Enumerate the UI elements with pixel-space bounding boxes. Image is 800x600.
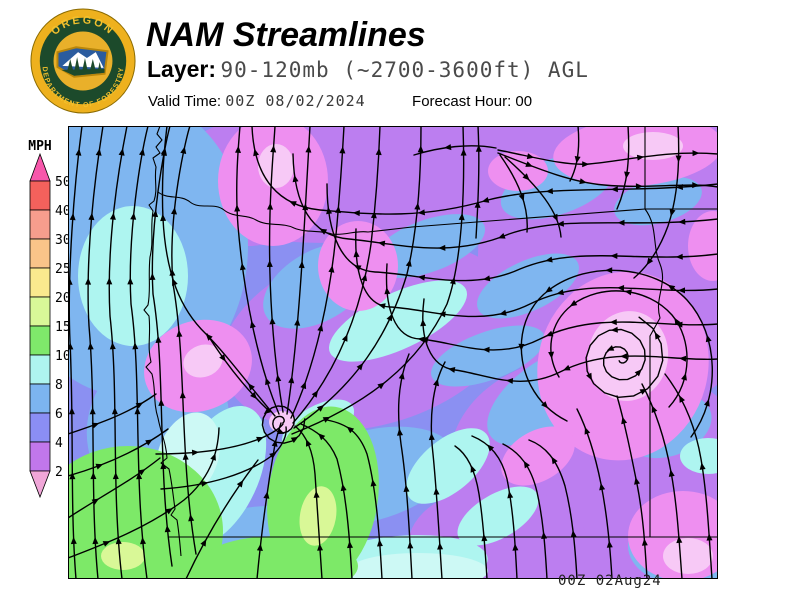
svg-text:20: 20 [55, 291, 71, 306]
legend-color-bar: 50 40 30 25 20 15 10 8 6 4 2 [29, 152, 71, 499]
svg-text:8: 8 [55, 378, 63, 393]
valid-time-label: Valid Time: [148, 93, 222, 110]
streamline-map [68, 126, 718, 579]
layer-row: Layer: 90-120mb (~2700-3600ft) AGL [147, 56, 589, 83]
forecast-hour-value: 00 [515, 93, 533, 110]
valid-time-row: Valid Time: 00Z 08/02/2024 Forecast Hour… [148, 92, 532, 110]
svg-text:50: 50 [55, 175, 71, 190]
svg-text:15: 15 [55, 320, 71, 335]
map-timestamp-caption: 00Z 02Aug24 [558, 573, 662, 589]
odf-logo: OREGON DEPARTMENT OF FORESTRY [30, 8, 136, 114]
map-border [68, 126, 718, 579]
wind-speed-legend: MPH 50 40 30 25 20 15 10 8 6 4 2 [28, 139, 71, 499]
layer-label: Layer: [147, 56, 217, 82]
forecast-hour-label: Forecast Hour: [412, 93, 512, 110]
valid-time-value: 00Z 08/02/2024 [225, 92, 366, 110]
page-title: NAM Streamlines [146, 16, 426, 54]
streamline-arrowheads [68, 144, 713, 551]
svg-text:6: 6 [55, 407, 63, 422]
svg-text:25: 25 [55, 262, 71, 277]
svg-text:40: 40 [55, 204, 71, 219]
wind-speed-field-layer [68, 126, 718, 579]
svg-text:2: 2 [55, 465, 63, 480]
streamlines-layer [68, 126, 718, 579]
svg-text:30: 30 [55, 233, 71, 248]
svg-text:10: 10 [55, 349, 71, 364]
oregon-state-emblem [56, 46, 109, 78]
layer-value: 90-120mb (~2700-3600ft) AGL [220, 58, 589, 82]
geography-borders-layer [143, 126, 718, 557]
svg-text:4: 4 [55, 436, 63, 451]
legend-units-label: MPH [28, 139, 51, 154]
